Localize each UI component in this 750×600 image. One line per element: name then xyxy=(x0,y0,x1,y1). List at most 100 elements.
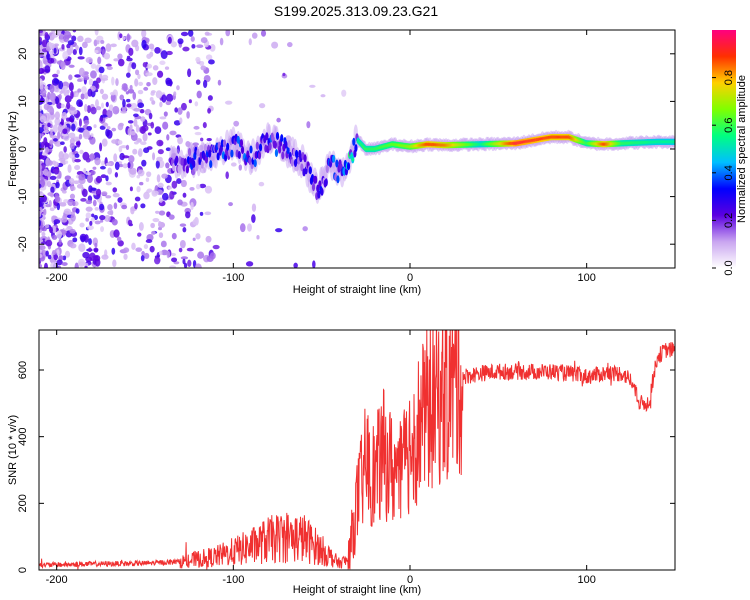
noise-cell xyxy=(78,46,83,56)
noise-cell xyxy=(64,250,71,258)
noise-cell xyxy=(53,47,57,55)
noise-cell xyxy=(74,164,81,171)
noise-cell xyxy=(43,208,47,216)
noise-cell xyxy=(41,226,47,232)
noise-cell xyxy=(105,181,112,186)
noise-cell xyxy=(44,32,49,39)
noise-cell xyxy=(66,102,71,110)
noise-cell xyxy=(53,225,57,234)
noise-cell xyxy=(90,106,97,115)
noise-cell xyxy=(179,223,187,227)
noise-cell xyxy=(302,226,308,232)
noise-cell xyxy=(165,147,171,152)
noise-cell xyxy=(126,103,132,108)
noise-cell xyxy=(166,250,171,259)
noise-cell xyxy=(59,33,64,40)
noise-cell xyxy=(150,91,155,96)
noise-cell xyxy=(208,59,215,65)
tone-cell xyxy=(204,155,209,164)
noise-cell xyxy=(312,260,316,268)
noise-cell xyxy=(152,65,159,71)
noise-cell xyxy=(165,100,172,106)
noise-cell xyxy=(118,122,124,127)
noise-cell xyxy=(180,102,187,111)
spectrogram-y-tick-label: 0 xyxy=(17,146,29,152)
noise-cell xyxy=(72,201,76,207)
noise-cell xyxy=(87,88,93,97)
noise-cell xyxy=(89,252,96,261)
noise-cell xyxy=(207,107,211,114)
noise-cell xyxy=(54,111,60,120)
tone-cell xyxy=(177,165,181,174)
tone-cell xyxy=(209,160,213,169)
noise-cell xyxy=(55,181,60,189)
tone-cell xyxy=(314,175,318,184)
noise-cell xyxy=(131,242,136,251)
noise-cell xyxy=(97,178,101,183)
noise-cell xyxy=(209,44,216,52)
noise-cell xyxy=(165,50,173,56)
tone-cell xyxy=(195,162,199,171)
noise-cell xyxy=(158,250,163,256)
noise-cell xyxy=(137,169,145,177)
noise-cell xyxy=(143,86,149,91)
noise-cell xyxy=(39,237,43,241)
tone-halo xyxy=(212,149,217,168)
noise-cell xyxy=(112,193,120,198)
noise-cell xyxy=(85,157,91,163)
noise-cell xyxy=(150,230,156,236)
tone-cell xyxy=(187,148,192,157)
noise-cell xyxy=(70,90,74,99)
noise-cell xyxy=(101,254,109,260)
noise-cell xyxy=(104,215,111,222)
noise-cell xyxy=(195,79,201,85)
noise-cell xyxy=(219,37,224,46)
noise-cell xyxy=(39,105,43,112)
noise-cell xyxy=(67,40,75,46)
noise-cell xyxy=(72,48,77,56)
tone-cell xyxy=(308,166,312,175)
snr-series-group xyxy=(39,330,675,570)
noise-cell xyxy=(122,247,130,253)
noise-cell xyxy=(161,94,167,103)
noise-cell xyxy=(99,214,106,221)
noise-cell xyxy=(88,185,93,193)
noise-cell xyxy=(112,106,120,115)
noise-cell xyxy=(133,107,141,112)
noise-cell xyxy=(137,232,142,237)
spectrogram-x-axis-label: Height of straight line (km) xyxy=(293,284,421,296)
noise-cell xyxy=(69,243,77,249)
noise-cell xyxy=(197,251,205,259)
noise-cell xyxy=(161,173,168,179)
noise-cell xyxy=(62,51,69,60)
snr-y-tick-label: 200 xyxy=(17,494,29,512)
noise-cell xyxy=(121,83,128,90)
noise-cell xyxy=(204,211,212,216)
noise-cell xyxy=(44,146,50,154)
noise-cell xyxy=(82,129,90,138)
noise-cell xyxy=(53,161,59,167)
noise-cell xyxy=(135,69,140,76)
noise-cell xyxy=(97,56,102,65)
noise-cell xyxy=(205,54,213,61)
noise-cell xyxy=(111,247,116,255)
noise-cell xyxy=(114,172,119,178)
noise-cell xyxy=(94,49,99,54)
noise-cell xyxy=(155,90,163,99)
tone-cell xyxy=(273,140,277,149)
noise-cell xyxy=(111,76,115,86)
noise-cell xyxy=(103,52,111,60)
snr-x-tick-label: -200 xyxy=(46,574,68,586)
noise-cell xyxy=(140,203,146,209)
tone-cell xyxy=(226,142,230,151)
noise-cell xyxy=(118,164,124,168)
noise-cell xyxy=(78,133,83,140)
noise-cell xyxy=(167,36,172,44)
noise-cell xyxy=(143,147,150,154)
noise-cell xyxy=(105,175,109,182)
noise-cell xyxy=(158,210,166,216)
noise-cell xyxy=(251,32,258,39)
noise-cell xyxy=(150,222,155,229)
noise-cell xyxy=(44,224,50,229)
noise-cell xyxy=(49,131,54,138)
